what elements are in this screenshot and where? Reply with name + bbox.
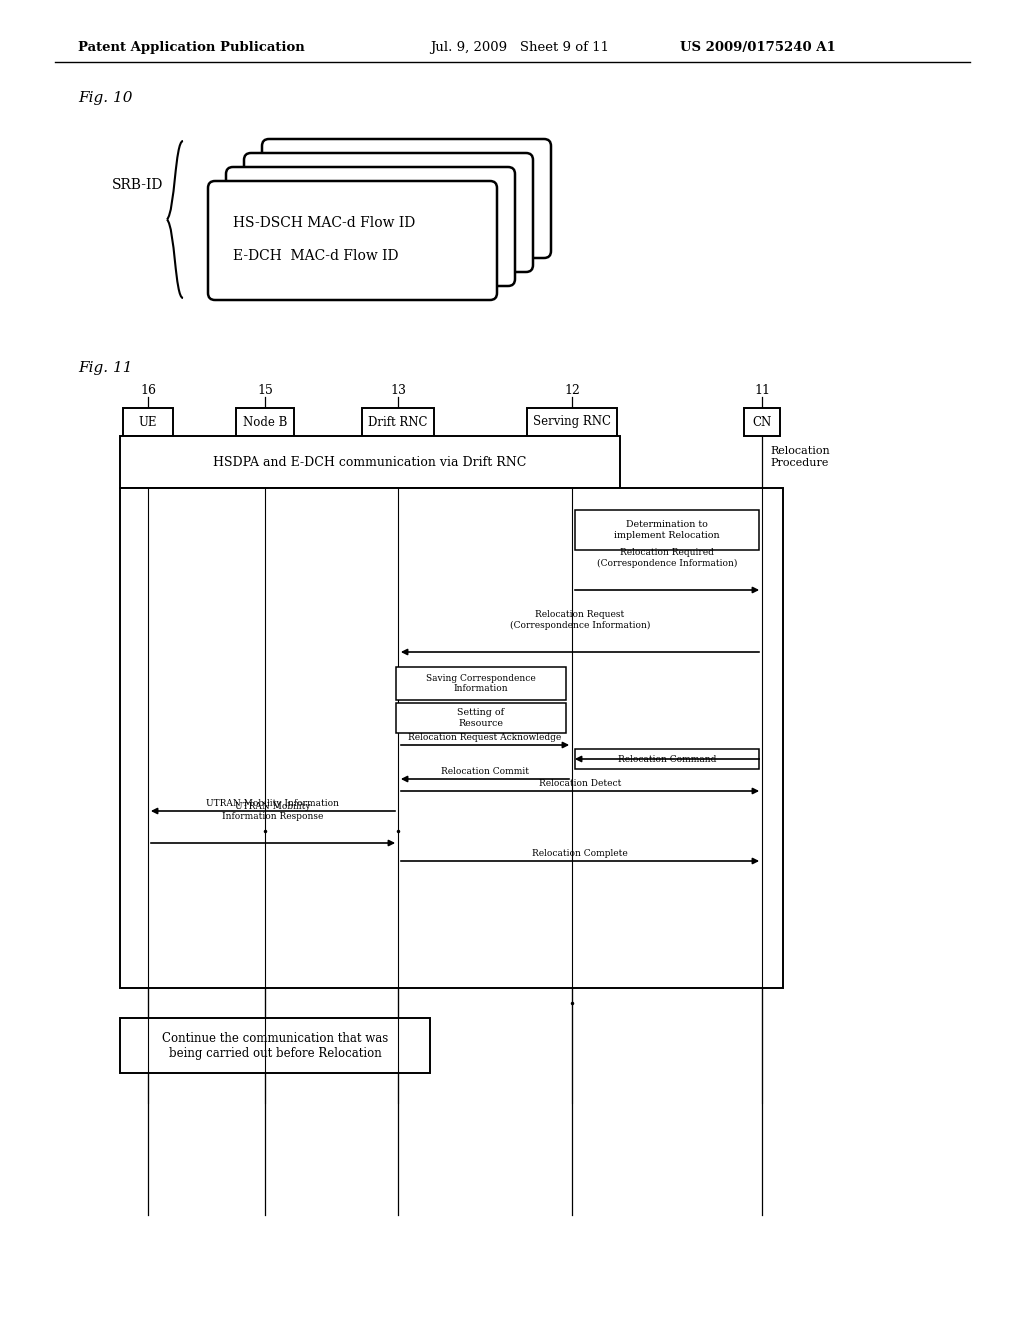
Text: Jul. 9, 2009   Sheet 9 of 11: Jul. 9, 2009 Sheet 9 of 11 — [430, 41, 609, 54]
FancyBboxPatch shape — [123, 408, 173, 436]
FancyBboxPatch shape — [396, 667, 566, 700]
FancyBboxPatch shape — [244, 153, 534, 272]
Text: Relocation Request
(Correspondence Information): Relocation Request (Correspondence Infor… — [510, 610, 650, 630]
Text: US 2009/0175240 A1: US 2009/0175240 A1 — [680, 41, 836, 54]
Text: Determination to
implement Relocation: Determination to implement Relocation — [614, 520, 720, 540]
Text: UTRAN Mobility
Information Response: UTRAN Mobility Information Response — [222, 801, 324, 821]
Text: HS-DSCH MAC-d Flow ID: HS-DSCH MAC-d Flow ID — [233, 216, 416, 230]
Text: Relocation Required
(Correspondence Information): Relocation Required (Correspondence Info… — [597, 548, 737, 568]
Text: 15: 15 — [257, 384, 273, 396]
Text: Relocation Request Acknowledge: Relocation Request Acknowledge — [409, 733, 561, 742]
Text: Node B: Node B — [243, 416, 287, 429]
Text: Fig. 11: Fig. 11 — [78, 360, 132, 375]
Text: Relocation Command: Relocation Command — [617, 755, 716, 763]
Text: Serving RNC: Serving RNC — [534, 416, 611, 429]
Text: Patent Application Publication: Patent Application Publication — [78, 41, 305, 54]
Text: Setting of
Resource: Setting of Resource — [458, 709, 505, 727]
FancyBboxPatch shape — [527, 408, 617, 436]
Text: 11: 11 — [754, 384, 770, 396]
Text: Relocation Commit: Relocation Commit — [441, 767, 529, 776]
FancyBboxPatch shape — [396, 704, 566, 733]
FancyBboxPatch shape — [120, 436, 620, 488]
Text: Drift RNC: Drift RNC — [369, 416, 428, 429]
Text: UTRAN Mobility Information: UTRAN Mobility Information — [207, 800, 340, 808]
Text: Continue the communication that was
being carried out before Relocation: Continue the communication that was bein… — [162, 1031, 388, 1060]
Text: 16: 16 — [140, 384, 156, 396]
FancyBboxPatch shape — [208, 181, 497, 300]
FancyBboxPatch shape — [575, 748, 759, 770]
FancyBboxPatch shape — [744, 408, 780, 436]
FancyBboxPatch shape — [120, 488, 783, 987]
Text: Saving Correspondence
Information: Saving Correspondence Information — [426, 673, 536, 693]
FancyBboxPatch shape — [226, 168, 515, 286]
FancyBboxPatch shape — [120, 1018, 430, 1073]
FancyBboxPatch shape — [262, 139, 551, 257]
Text: Fig. 10: Fig. 10 — [78, 91, 132, 106]
Text: CN: CN — [753, 416, 772, 429]
Text: 12: 12 — [564, 384, 580, 396]
Text: Relocation Detect: Relocation Detect — [539, 780, 622, 788]
Text: 13: 13 — [390, 384, 406, 396]
FancyBboxPatch shape — [236, 408, 294, 436]
FancyBboxPatch shape — [362, 408, 434, 436]
Text: HSDPA and E-DCH communication via Drift RNC: HSDPA and E-DCH communication via Drift … — [213, 455, 526, 469]
Text: Relocation
Procedure: Relocation Procedure — [770, 446, 829, 467]
FancyBboxPatch shape — [575, 510, 759, 550]
Text: UE: UE — [138, 416, 158, 429]
Text: SRB-ID: SRB-ID — [112, 178, 163, 191]
Text: Relocation Complete: Relocation Complete — [532, 850, 628, 858]
Text: E-DCH  MAC-d Flow ID: E-DCH MAC-d Flow ID — [233, 249, 398, 263]
